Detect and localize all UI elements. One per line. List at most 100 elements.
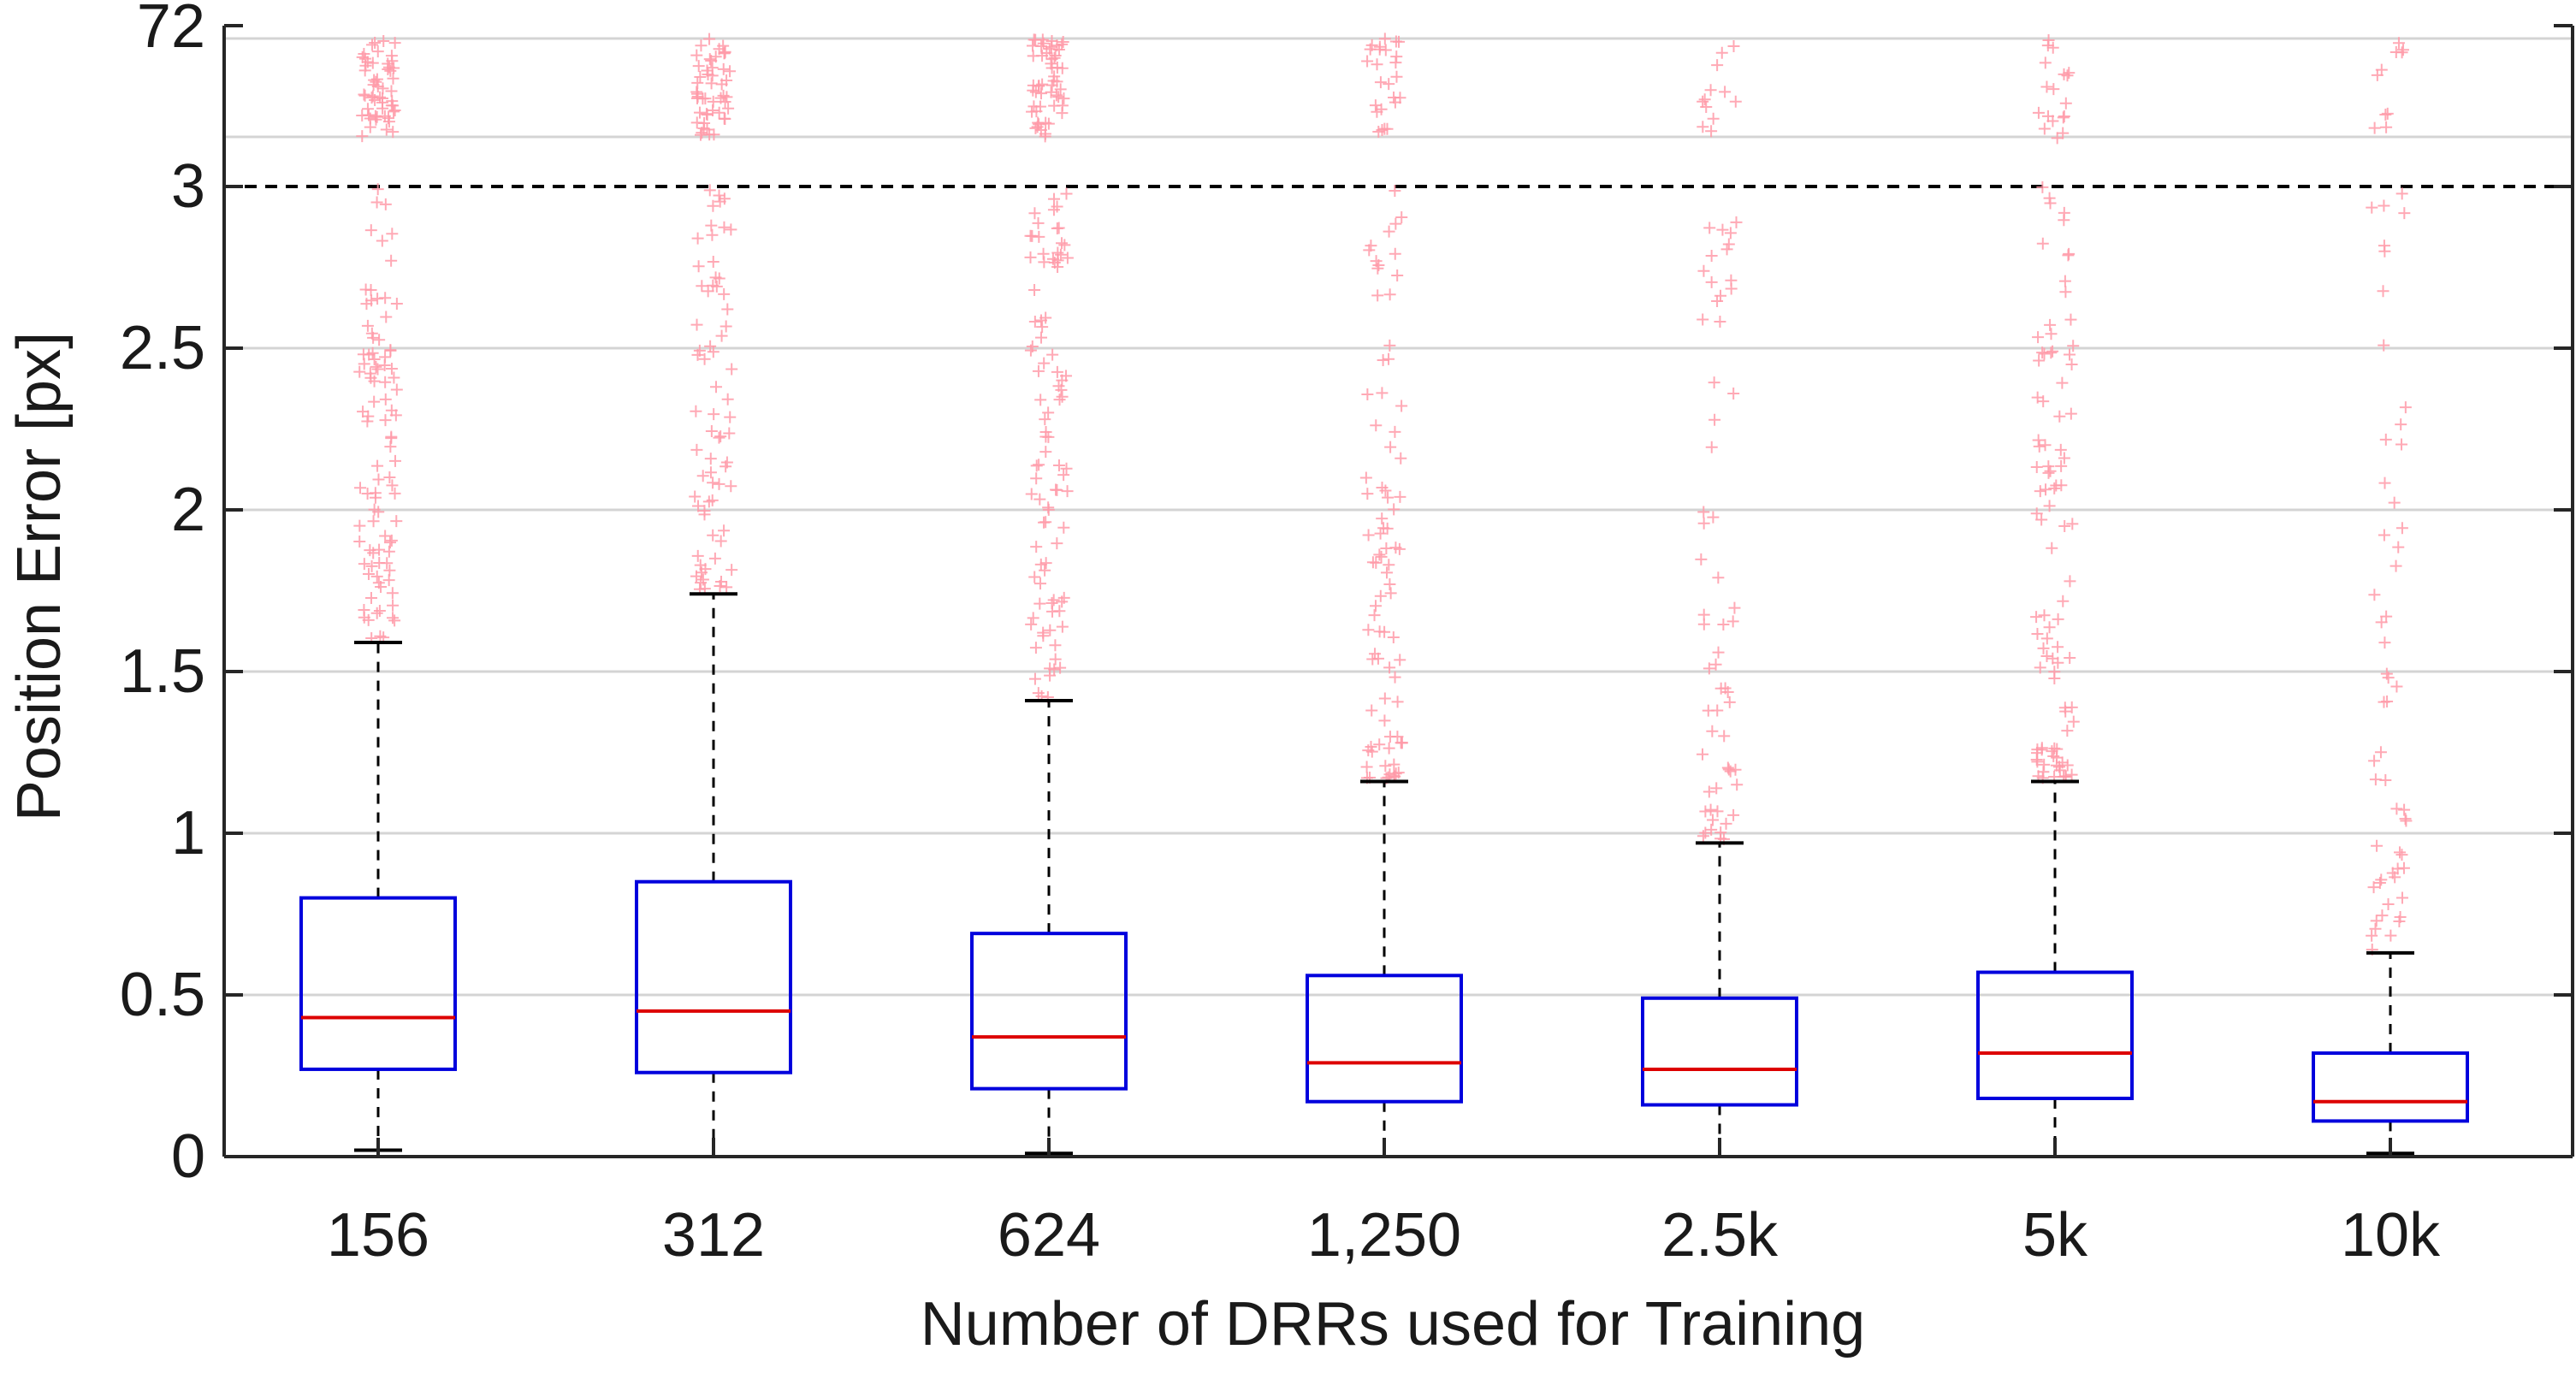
outlier-marker bbox=[713, 43, 725, 56]
outlier-marker bbox=[370, 607, 383, 619]
outlier-marker bbox=[1712, 571, 1725, 584]
outlier-marker bbox=[389, 409, 402, 422]
outlier-marker bbox=[1053, 394, 1066, 406]
outlier-marker bbox=[2039, 56, 2052, 69]
x-axis-title: Number of DRRs used for Training bbox=[921, 1290, 1865, 1358]
outlier-marker bbox=[1703, 662, 1715, 675]
outlier-marker bbox=[1729, 95, 1742, 108]
outlier-marker bbox=[384, 64, 397, 77]
outlier-marker bbox=[1728, 601, 1741, 614]
outlier-marker bbox=[1045, 86, 1057, 98]
outlier-marker bbox=[1374, 527, 1387, 540]
outlier-marker bbox=[1706, 725, 1719, 737]
outlier-marker bbox=[1051, 537, 1063, 550]
outlier-marker bbox=[1037, 37, 1050, 50]
outlier-marker bbox=[2040, 632, 2053, 645]
outlier-marker bbox=[1729, 763, 1742, 776]
outlier-marker bbox=[2393, 915, 2406, 927]
outlier-marker bbox=[390, 297, 403, 310]
outlier-marker bbox=[2052, 656, 2064, 669]
outlier-marker bbox=[2059, 705, 2072, 718]
outlier-marker bbox=[1697, 264, 1710, 277]
outlier-marker bbox=[2056, 756, 2069, 769]
outlier-marker bbox=[694, 71, 707, 84]
outlier-marker bbox=[362, 568, 375, 581]
outlier-marker bbox=[1033, 118, 1045, 131]
outlier-marker bbox=[1033, 493, 1046, 506]
outlier-marker bbox=[714, 430, 727, 443]
outlier-marker bbox=[2037, 766, 2050, 778]
outlier-marker bbox=[2051, 132, 2064, 145]
outlier-marker bbox=[361, 103, 374, 115]
outlier-marker bbox=[358, 358, 370, 370]
outlier-marker bbox=[1027, 33, 1040, 46]
outlier-marker bbox=[1377, 522, 1390, 535]
outlier-marker bbox=[693, 106, 706, 119]
outlier-marker bbox=[696, 470, 709, 482]
outlier-marker bbox=[723, 427, 736, 440]
y-tick-label: 72 bbox=[137, 0, 205, 61]
outlier-marker bbox=[696, 127, 708, 139]
outlier-marker bbox=[725, 564, 738, 577]
outlier-marker bbox=[1026, 39, 1039, 52]
outlier-marker bbox=[2046, 542, 2058, 554]
outlier-marker bbox=[1705, 441, 1718, 453]
outlier-marker bbox=[1033, 597, 1046, 610]
outlier-marker bbox=[371, 183, 384, 196]
outlier-marker bbox=[1057, 469, 1070, 482]
outlier-marker bbox=[1056, 237, 1069, 250]
outlier-marker bbox=[2368, 589, 2381, 601]
grid-lines bbox=[224, 37, 2573, 997]
outlier-marker bbox=[2066, 518, 2079, 530]
outlier-marker bbox=[1376, 387, 1389, 400]
outlier-marker bbox=[725, 480, 737, 493]
outlier-marker bbox=[2047, 83, 2060, 96]
outlier-marker bbox=[379, 414, 392, 427]
outlier-marker bbox=[1048, 192, 1061, 205]
outlier-marker bbox=[2059, 286, 2072, 299]
outlier-marker bbox=[367, 331, 380, 344]
outlier-marker bbox=[1383, 288, 1396, 301]
outlier-marker bbox=[387, 599, 400, 612]
outlier-marker bbox=[2392, 37, 2405, 50]
outlier-marker bbox=[1726, 615, 1739, 628]
outlier-marker bbox=[1383, 742, 1395, 755]
outlier-marker bbox=[388, 37, 401, 50]
outlier-marker bbox=[1714, 289, 1727, 302]
outlier-marker bbox=[370, 570, 383, 583]
outlier-marker bbox=[1365, 704, 1378, 717]
outlier-marker bbox=[2064, 348, 2076, 361]
outlier-marker bbox=[2046, 345, 2059, 358]
outlier-marker bbox=[1727, 40, 1740, 53]
outlier-marker bbox=[2389, 559, 2402, 572]
outlier-marker bbox=[2386, 867, 2399, 879]
outlier-marker bbox=[2048, 482, 2061, 494]
outlier-marker bbox=[718, 524, 731, 537]
box-7 bbox=[2312, 950, 2469, 1156]
outlier-marker bbox=[374, 630, 387, 642]
outlier-marker bbox=[2052, 641, 2064, 654]
outlier-marker bbox=[1362, 744, 1375, 757]
x-tick-label: 5k bbox=[2022, 1201, 2088, 1270]
outlier-marker bbox=[2030, 507, 2043, 520]
outlier-marker bbox=[2058, 68, 2070, 80]
x-tick-label: 2.5k bbox=[1661, 1201, 1779, 1270]
outlier-marker bbox=[1384, 587, 1397, 600]
outlier-marker bbox=[387, 72, 400, 85]
outlier-marker bbox=[707, 256, 720, 269]
outlier-marker bbox=[725, 363, 738, 376]
outlier-marker bbox=[698, 116, 711, 129]
box-6 bbox=[1976, 779, 2134, 1158]
box-4 bbox=[1306, 779, 1463, 1158]
outlier-marker bbox=[1039, 130, 1051, 143]
outlier-marker bbox=[1058, 239, 1071, 252]
outlier-marker bbox=[713, 106, 725, 119]
box-1 bbox=[299, 640, 457, 1152]
outlier-marker bbox=[690, 49, 703, 62]
outlier-marker bbox=[2031, 391, 2044, 404]
outlier-marker bbox=[692, 60, 705, 73]
outlier-marker bbox=[386, 587, 399, 600]
outlier-markers bbox=[353, 33, 2413, 956]
outlier-marker bbox=[1046, 605, 1059, 618]
outlier-marker bbox=[1727, 808, 1740, 821]
